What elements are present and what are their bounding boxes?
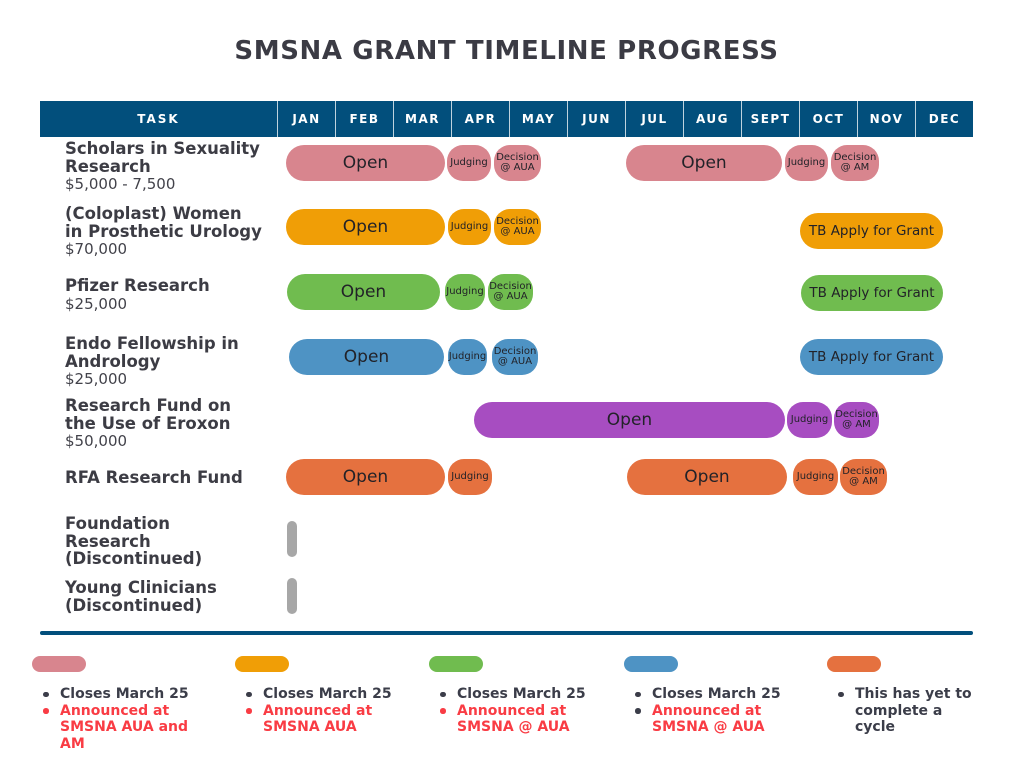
month-header-nov: NOV: [857, 101, 915, 137]
task-label: Scholars in Sexuality Research $5,000 - 7…: [65, 140, 285, 193]
task-amount: $5,000 - 7,500: [65, 175, 176, 193]
bullet-icon: [440, 691, 446, 697]
bullet-icon: [43, 691, 49, 697]
gantt-bar-small: Judging: [448, 339, 487, 375]
bullet-icon: [838, 691, 844, 697]
gantt-bar-small: Decision @ AM: [840, 459, 887, 495]
gantt-bar-stub: [287, 578, 297, 614]
legend-item: Closes March 25: [246, 686, 412, 703]
legend-item: Announced at SMSNA AUA and AM: [43, 703, 209, 753]
task-name: Young Clinicians (Discontinued): [65, 578, 217, 615]
month-header-oct: OCT: [799, 101, 857, 137]
task-amount: $25,000: [65, 370, 128, 388]
task-name: Foundation Research (Discontinued): [65, 514, 203, 568]
month-header-cells: JAN FEB MAR APR MAY JUN JUL AUG SEPT OCT NOV DEC: [277, 101, 973, 137]
legend-item: Announced at SMSNA @ AUA: [440, 703, 606, 736]
page-title: SMSNA GRANT TIMELINE PROGRESS: [234, 36, 779, 66]
task-name: (Coloplast) Women in Prosthetic Urology: [65, 204, 262, 241]
task-amount: $50,000: [65, 432, 128, 450]
task-amount: $70,000: [65, 240, 128, 258]
month-header-apr: APR: [451, 101, 509, 137]
task-name: Endo Fellowship in Andrology: [65, 334, 239, 371]
gantt-bar-small: Judging: [445, 274, 485, 310]
task-name: Research Fund on the Use of Eroxon: [65, 396, 232, 433]
legend-item-list: This has yet to complete a cycle: [838, 686, 1004, 736]
gantt-bar-open: Open: [474, 402, 785, 438]
legend-item: This has yet to complete a cycle: [838, 686, 1004, 736]
gantt-bar-stub: [287, 521, 297, 557]
gantt-bar-small: Judging: [447, 145, 491, 181]
gantt-bar-open: Open: [286, 145, 445, 181]
task-name: Pfizer Research: [65, 276, 210, 295]
task-name: RFA Research Fund: [65, 468, 243, 487]
gantt-bar-tb: TB Apply for Grant: [800, 213, 943, 249]
gantt-bar-open: Open: [289, 339, 444, 375]
bullet-icon: [246, 708, 252, 714]
month-header-sept: SEPT: [741, 101, 799, 137]
task-name: Scholars in Sexuality Research: [65, 139, 260, 176]
legend-swatch: [32, 656, 86, 672]
task-label: Pfizer Research $25,000: [65, 277, 285, 312]
legend-item-list: Closes March 25 Announced at SMSNA AUA an…: [43, 686, 209, 752]
month-header-jan: JAN: [277, 101, 335, 137]
legend-item: Announced at SMSNA @ AUA: [635, 703, 801, 736]
gantt-bar-small: Judging: [448, 459, 492, 495]
legend-item: Announced at SMSNA AUA: [246, 703, 412, 736]
task-label: Research Fund on the Use of Eroxon $50,00…: [65, 397, 285, 450]
gantt-bar-open: Open: [286, 209, 445, 245]
gantt-bar-small: Judging: [448, 209, 491, 245]
task-label: Foundation Research (Discontinued): [65, 515, 285, 568]
month-header-mar: MAR: [393, 101, 451, 137]
table-header: TASK JAN FEB MAR APR MAY JUN JUL AUG SEPT OCT NOV D…: [40, 101, 973, 137]
legend-item: Closes March 25: [635, 686, 801, 703]
gantt-bar-open: Open: [286, 459, 445, 495]
divider-line: [40, 631, 973, 635]
bullet-icon: [246, 691, 252, 697]
bullet-icon: [635, 691, 641, 697]
gantt-bar-tb: TB Apply for Grant: [800, 339, 943, 375]
gantt-bar-small: Judging: [793, 459, 838, 495]
task-label: RFA Research Fund: [65, 469, 285, 487]
gantt-bar-small: Decision @ AUA: [494, 145, 541, 181]
month-header-dec: DEC: [915, 101, 973, 137]
gantt-bar-open: Open: [287, 274, 440, 310]
bullet-icon: [440, 708, 446, 714]
legend-swatch: [624, 656, 678, 672]
gantt-bar-small: Judging: [787, 402, 832, 438]
legend-item: Closes March 25: [440, 686, 606, 703]
gantt-bar-small: Judging: [785, 145, 828, 181]
gantt-bar-small: Decision @ AUA: [492, 339, 538, 375]
task-label: Endo Fellowship in Andrology $25,000: [65, 335, 285, 388]
month-header-jun: JUN: [567, 101, 625, 137]
gantt-bar-open: Open: [627, 459, 787, 495]
month-header-aug: AUG: [683, 101, 741, 137]
gantt-bar-small: Decision @ AM: [831, 145, 879, 181]
gantt-bar-small: Decision @ AUA: [494, 209, 541, 245]
legend-item-list: Closes March 25 Announced at SMSNA @ AUA: [440, 686, 606, 736]
gantt-bar-small: Decision @ AM: [834, 402, 879, 438]
month-header-jul: JUL: [625, 101, 683, 137]
month-header-feb: FEB: [335, 101, 393, 137]
gantt-bar-small: Decision @ AUA: [488, 274, 533, 310]
task-label: (Coloplast) Women in Prosthetic Urology $…: [65, 205, 285, 258]
task-label: Young Clinicians (Discontinued): [65, 579, 285, 614]
month-header-may: MAY: [509, 101, 567, 137]
legend-swatch: [827, 656, 881, 672]
task-amount: $25,000: [65, 294, 128, 313]
legend-swatch: [235, 656, 289, 672]
task-column-header: TASK: [137, 112, 180, 126]
legend-swatch: [429, 656, 483, 672]
legend-item: Closes March 25: [43, 686, 209, 703]
gantt-bar-open: Open: [626, 145, 782, 181]
bullet-icon: [43, 708, 49, 714]
legend-item-list: Closes March 25 Announced at SMSNA @ AUA: [635, 686, 801, 736]
gantt-bar-tb: TB Apply for Grant: [801, 275, 943, 311]
bullet-icon: [635, 708, 641, 714]
legend-item-list: Closes March 25 Announced at SMSNA AUA: [246, 686, 412, 736]
